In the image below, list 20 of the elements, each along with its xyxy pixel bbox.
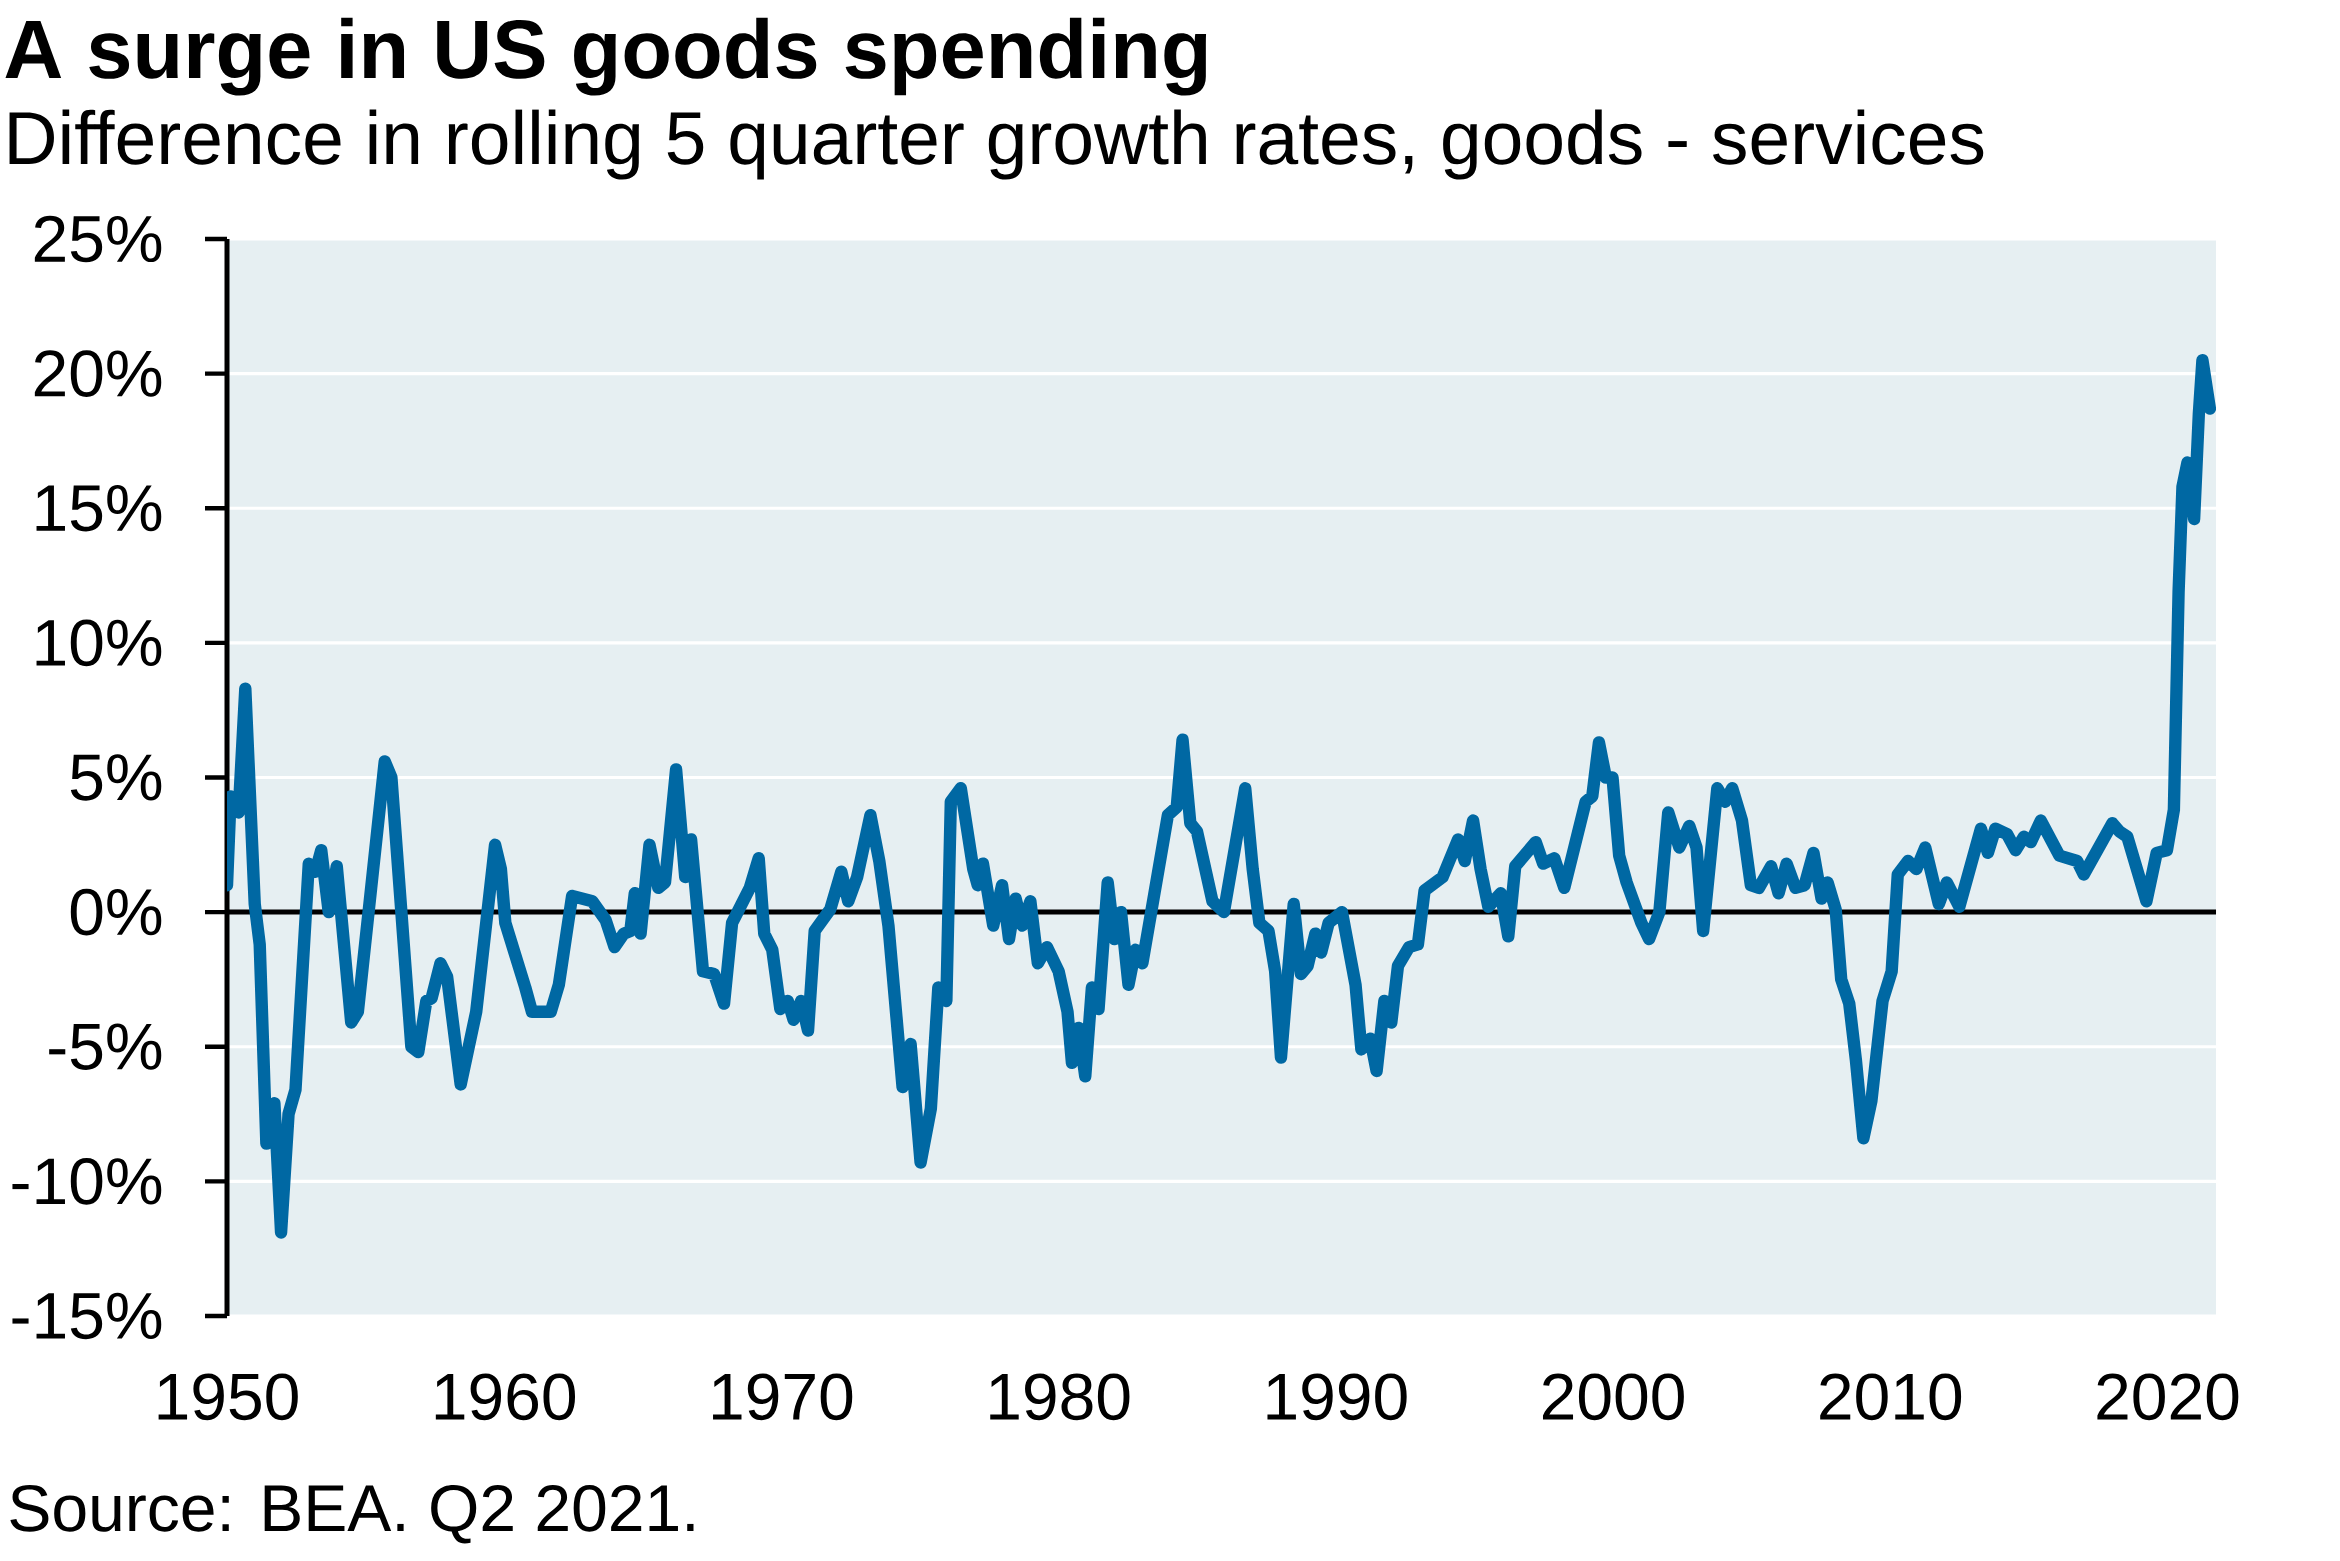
y-tick-label: 0% [70,888,162,936]
source-note: Source: BEA. Q2 2021. [10,1484,694,1544]
chart-subtitle: Difference in rolling 5 quarter growth rates, goods - services [9,109,1984,180]
y-tick-label: -5% [49,1023,162,1070]
x-tick-label: 2010 [1820,1373,1962,1421]
y-tick-label: 20% [34,350,162,397]
y-tick-label: 25% [34,215,162,263]
x-tick-label: 1980 [990,1373,1130,1421]
y-tick-label: 5% [70,754,162,801]
y-tick-label: -15% [12,1292,162,1340]
y-tick-label: 10% [36,619,162,667]
x-tick-label: 1970 [713,1373,853,1421]
x-tick-label: 1950 [158,1373,298,1421]
y-tick-label: -10% [12,1158,162,1205]
y-tick-label: 15% [36,485,162,532]
chart-title: A surge in US goods spending [5,17,1207,96]
x-tick-label: 1990 [1267,1373,1407,1421]
x-tick-label: 2000 [1542,1373,1684,1421]
x-tick-label: 1960 [435,1373,576,1421]
x-tick-label: 2020 [2097,1373,2239,1421]
